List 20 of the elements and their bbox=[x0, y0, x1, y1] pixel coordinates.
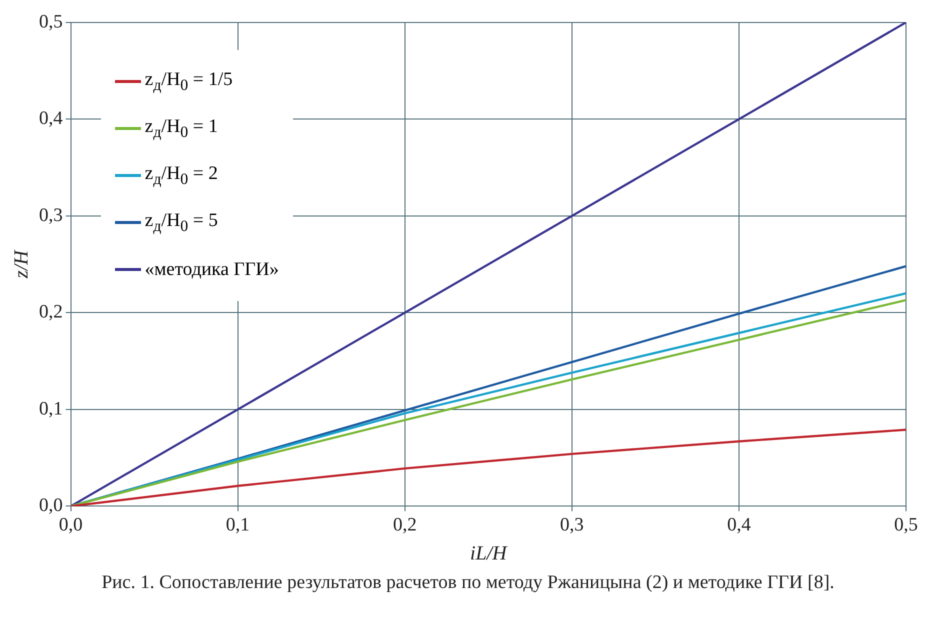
y-tick-label: 0,3 bbox=[39, 204, 63, 226]
x-tick-label: 0,3 bbox=[560, 514, 584, 536]
legend-label: z$_{д}$/H$_{0}$ = 2 bbox=[144, 162, 218, 189]
y-tick-label: 0,0 bbox=[39, 495, 63, 516]
x-tick-label: 0,5 bbox=[894, 514, 918, 536]
y-tick-label: 0,5 bbox=[39, 11, 63, 32]
y-axis-title: z/H bbox=[10, 248, 32, 280]
y-tick-label: 0,4 bbox=[39, 108, 64, 130]
legend-label: z$_{д}$/H$_{0}$ = 1/5 bbox=[144, 68, 233, 95]
legend-label: z$_{д}$/H$_{0}$ = 1 bbox=[144, 116, 218, 142]
x-tick-label: 0,0 bbox=[58, 514, 83, 536]
legend-label: «методика ГГИ» bbox=[144, 258, 279, 281]
x-tick-label: 0,4 bbox=[727, 514, 752, 536]
y-tick-label: 0,1 bbox=[39, 398, 63, 420]
legend-label: z$_{д}$/H$_{0}$ = 5 bbox=[144, 210, 218, 236]
y-tick-label: 0,2 bbox=[39, 302, 63, 323]
text: Рис. 1. Сопоставление результатов расчетов по методу Ржаницына (2) и методике ГГИ [8]. bbox=[100, 572, 836, 594]
x-tick-label: 0,1 bbox=[226, 514, 250, 536]
x-axis-title: iL/H bbox=[470, 542, 508, 564]
x-tick-label: 0,2 bbox=[392, 514, 417, 536]
